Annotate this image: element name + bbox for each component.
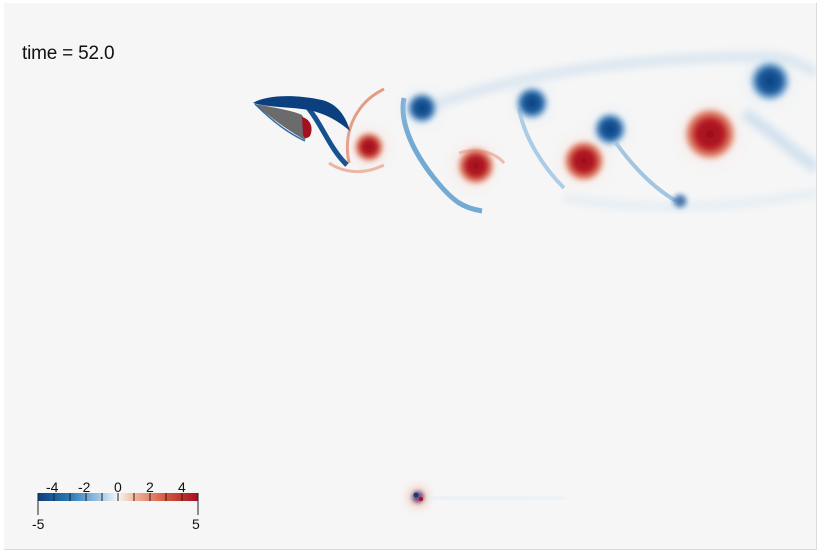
- colorbar-legend: -4 -2 0 2 4 -5 5: [30, 477, 210, 537]
- colorbar-graphic: [37, 493, 199, 515]
- airfoil-lower-edge: [254, 103, 306, 142]
- vortex-negative-4: [748, 59, 792, 103]
- colorbar-tick-label: 2: [146, 479, 154, 495]
- vortex-positive-4: [682, 106, 738, 162]
- colorbar-max-label: 5: [192, 516, 200, 532]
- vortex-negative-small: [671, 192, 689, 210]
- vortex-negative-1: [405, 91, 439, 125]
- colorbar-ticks: [37, 493, 199, 515]
- vorticity-field: [253, 49, 816, 509]
- airfoil-body: [255, 104, 307, 140]
- upper-wake-streak: [422, 51, 816, 113]
- colorbar-tick-label: -2: [78, 479, 91, 495]
- vortex-cores: [353, 59, 792, 210]
- colorbar-tick-label: 4: [178, 479, 186, 495]
- vortex-positive-3: [562, 139, 606, 183]
- vortex-negative-2: [514, 85, 550, 121]
- vortex-negative-3: [592, 111, 628, 147]
- vortex-positive-2: [456, 146, 496, 186]
- colorbar-min-label: -5: [32, 516, 45, 532]
- colorbar-tick-label: 0: [114, 479, 122, 495]
- airfoil: [253, 96, 350, 142]
- shear-layer-blue-4: [614, 141, 678, 203]
- colorbar-tick-label: -4: [46, 479, 59, 495]
- bottom-disturbance: [406, 485, 565, 509]
- airfoil-red-boundary: [302, 117, 312, 139]
- lower-wake-streak: [563, 189, 816, 211]
- render-viewport[interactable]: time = 52.0: [4, 3, 817, 550]
- vortex-positive-1: [353, 131, 385, 163]
- airfoil-blue-boundary: [253, 96, 350, 131]
- far-streak: [740, 108, 816, 173]
- time-label: time = 52.0: [22, 43, 115, 64]
- wake-streaks: [422, 51, 816, 211]
